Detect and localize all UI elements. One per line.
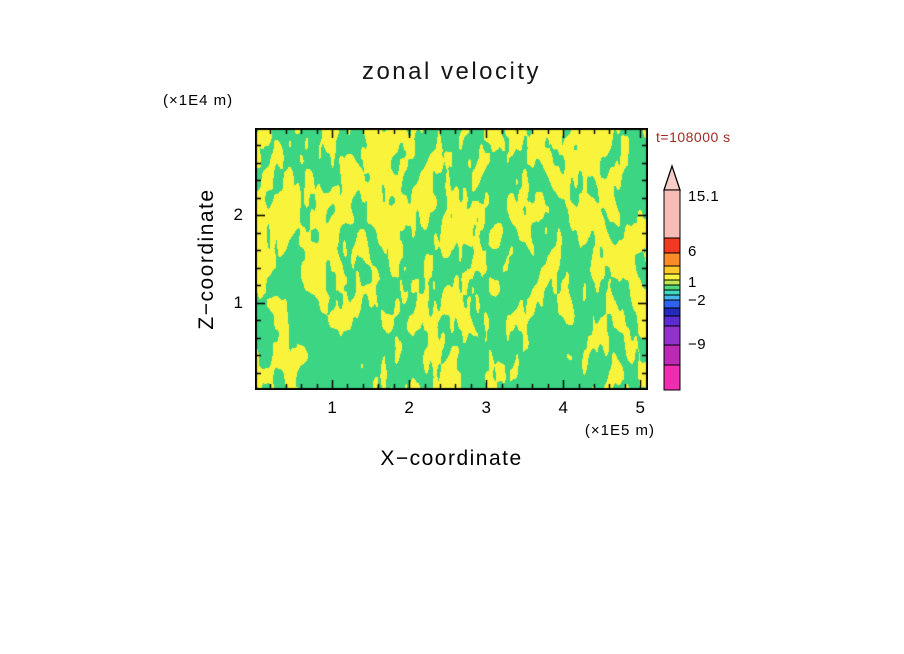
colorbar-segment — [663, 189, 681, 239]
colorbar-segment — [663, 273, 681, 281]
colorbar-label: 15.1 — [688, 188, 720, 205]
colorbar-segment — [663, 294, 681, 301]
colorbar-segment — [663, 344, 681, 366]
x-tick-label: 3 — [481, 398, 491, 417]
x-axis-title: X−coordinate — [380, 447, 523, 470]
y-axis-unit-label: (×1E4 m) — [163, 92, 234, 109]
colorbar-segment — [663, 289, 681, 296]
colorbar-segment — [663, 307, 681, 317]
chart-title: zonal velocity — [361, 58, 542, 85]
colorbar-segment — [663, 299, 681, 309]
colorbar-segment — [663, 364, 681, 391]
colorbar-segment — [663, 237, 681, 254]
colorbar-segment — [663, 325, 681, 346]
x-axis-unit-label: (×1E5 m) — [584, 422, 655, 439]
velocity-field-heatmap — [255, 128, 648, 390]
x-tick-label: 4 — [558, 398, 568, 417]
colorbar-label: −2 — [688, 292, 707, 309]
x-tick-label: 1 — [327, 398, 337, 417]
colorbar-tip — [663, 163, 681, 191]
y-axis-title: Z−coordinate — [195, 188, 218, 330]
time-label: t=108000 s — [656, 129, 731, 145]
colorbar-label: −9 — [688, 336, 707, 353]
colorbar-segment — [663, 265, 681, 275]
colorbar-segment — [663, 284, 681, 291]
x-tick-label: 5 — [635, 398, 646, 417]
colorbar-segment — [663, 279, 681, 286]
colorbar-label: 6 — [688, 243, 697, 260]
colorbar-label: 1 — [688, 274, 697, 291]
colorbar-segment — [663, 315, 681, 327]
colorbar — [663, 163, 681, 391]
x-tick-label: 2 — [404, 398, 414, 417]
colorbar-segment — [663, 252, 681, 267]
